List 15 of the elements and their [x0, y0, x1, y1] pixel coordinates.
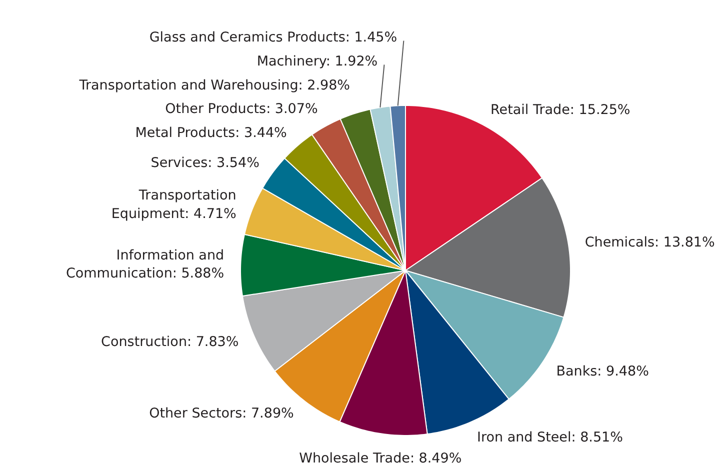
slice-label: Other Products: 3.07% [165, 101, 318, 118]
slice-label: Construction: 7.83% [101, 334, 239, 350]
slice-label: Retail Trade: 15.25% [490, 102, 630, 118]
slice-label: Services: 3.54% [150, 154, 260, 171]
slice-label: Information and Communication: 5.88% [66, 247, 224, 282]
slice-label: Wholesale Trade: 8.49% [299, 450, 462, 466]
slice-label: Transportation Equipment: 4.71% [111, 187, 237, 222]
slice-label: Other Sectors: 7.89% [149, 406, 294, 422]
slice-label: Iron and Steel: 8.51% [476, 429, 624, 446]
slice-label: Glass and Ceramics Products: 1.45% [149, 29, 398, 46]
slice-label: Metal Products: 3.44% [135, 125, 288, 142]
slice-label: Banks: 9.48% [556, 364, 650, 380]
slice-label: Machinery: 1.92% [256, 53, 378, 70]
slice-label: Chemicals: 13.81% [584, 234, 716, 251]
slice-label: Transportation and Warehousing: 2.98% [78, 77, 350, 94]
